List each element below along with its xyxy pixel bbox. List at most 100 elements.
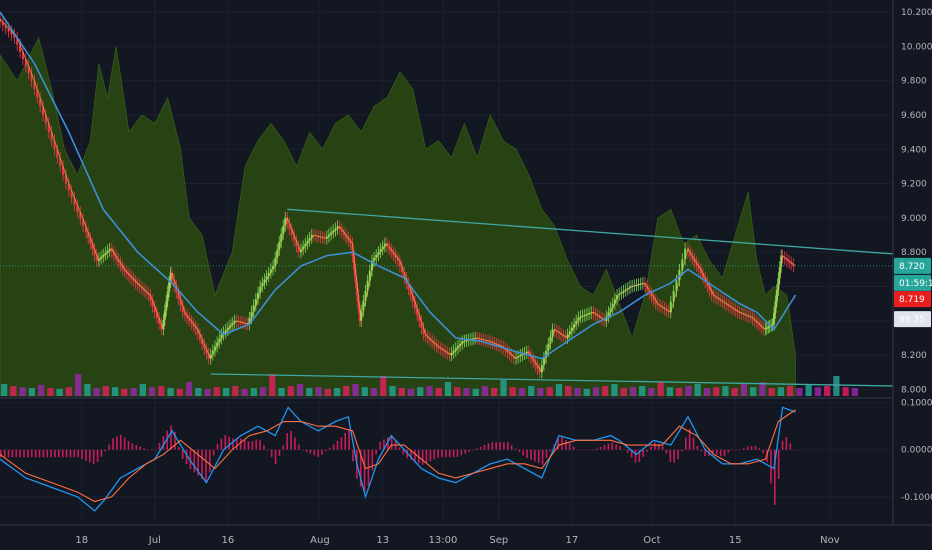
macd-histogram-bar xyxy=(781,440,784,450)
macd-histogram-bar xyxy=(58,449,60,458)
candle-body xyxy=(321,237,324,239)
macd-histogram-bar xyxy=(282,445,285,450)
time-tick-label-6: Sep xyxy=(489,535,508,546)
macd-histogram-bar xyxy=(236,438,238,450)
macd-histogram-bar xyxy=(348,429,350,450)
macd-histogram-bar xyxy=(224,435,227,450)
candle-body xyxy=(777,278,780,290)
macd-histogram-bar xyxy=(305,449,308,452)
price-tags: 8.720 01:59:13 8.719 88.35 xyxy=(894,257,932,328)
macd-histogram-bar xyxy=(170,425,172,450)
candle-body xyxy=(721,300,724,303)
candle-body xyxy=(310,235,313,238)
volume-bar xyxy=(1,384,8,396)
macd-histogram-bar xyxy=(34,449,37,458)
candle-body xyxy=(482,339,485,341)
macd-histogram-bar xyxy=(445,449,447,458)
candle-body xyxy=(290,229,293,236)
time-tick-label-9: 15 xyxy=(729,535,742,546)
candle-body xyxy=(59,157,62,167)
macd-histogram-bar xyxy=(704,449,706,457)
candle-body xyxy=(370,260,373,271)
candle-body xyxy=(222,332,225,335)
volume-bar xyxy=(333,388,341,396)
macd-histogram-bar xyxy=(390,434,393,450)
candle-body xyxy=(663,307,666,310)
time-tick-label-8: Oct xyxy=(643,535,660,546)
candle-body xyxy=(785,259,788,261)
volume-bar xyxy=(139,384,146,396)
macd-histogram-bar xyxy=(669,449,672,462)
candle-body xyxy=(774,301,777,313)
last-price-tag: 8.720 xyxy=(899,262,925,272)
candle-body xyxy=(216,342,219,347)
candle-body xyxy=(693,259,696,263)
candle-body xyxy=(181,305,184,313)
candle-body xyxy=(93,249,96,256)
candle-body xyxy=(233,320,236,324)
candle-body xyxy=(145,291,148,294)
time-axis[interactable]: 18 Jul 16 Aug 13 13:00 Sep 17 Oct 15 Nov xyxy=(75,535,839,546)
macd-histogram-bar xyxy=(108,444,110,450)
macd-histogram-bar xyxy=(321,449,323,455)
macd-histogram-bar xyxy=(743,448,745,450)
candle-body xyxy=(190,320,193,324)
candle-body xyxy=(454,348,457,351)
candle-body xyxy=(560,333,563,336)
macd-histogram-bar xyxy=(239,438,242,450)
candle-body xyxy=(508,352,511,355)
macd-histogram-bar xyxy=(232,438,234,450)
candle-body xyxy=(687,248,689,253)
candle-body xyxy=(42,106,44,115)
candle-body xyxy=(760,325,763,328)
macd-histogram-bar xyxy=(205,449,207,483)
candle-body xyxy=(4,25,7,29)
candle-body xyxy=(607,312,610,317)
candle-body xyxy=(504,348,507,351)
macd-histogram-bar xyxy=(441,449,443,458)
trendline-0[interactable] xyxy=(287,208,894,255)
price-pane[interactable] xyxy=(0,11,894,397)
macd-histogram-bar xyxy=(638,449,641,462)
candle-body xyxy=(461,341,464,344)
candle-body xyxy=(136,283,139,286)
candle-body xyxy=(100,256,103,259)
macd-histogram-bar xyxy=(208,449,211,473)
volume-bar xyxy=(28,388,35,396)
candle-body xyxy=(497,344,500,346)
candle-body xyxy=(416,308,419,315)
volume-bar xyxy=(528,386,535,396)
candle-body xyxy=(379,249,382,253)
candle-body xyxy=(456,345,459,349)
volume-bar xyxy=(352,384,359,396)
candle-body xyxy=(194,326,197,330)
macd-histogram-bar xyxy=(739,449,741,451)
volume-bar xyxy=(740,384,748,396)
trendline-1[interactable] xyxy=(210,373,894,387)
candle-body xyxy=(730,306,732,308)
candle-body xyxy=(568,331,571,335)
volume-bar xyxy=(592,387,600,396)
volume-bar xyxy=(731,388,738,396)
macd-histogram-bar xyxy=(42,449,45,458)
time-tick-label-4: 13 xyxy=(376,535,389,546)
candle-body xyxy=(82,219,85,227)
volume-bar xyxy=(167,388,174,396)
candle-body xyxy=(512,356,515,359)
macd-histogram-bar xyxy=(719,449,722,457)
macd-histogram-bar xyxy=(19,449,21,458)
macd-histogram-bar xyxy=(100,449,103,457)
volume-bar xyxy=(370,388,378,396)
candle-body xyxy=(564,336,567,338)
macd-histogram-bar xyxy=(328,447,331,450)
candle-body xyxy=(207,353,210,359)
macd-histogram-bar xyxy=(147,449,149,451)
macd-histogram-bar xyxy=(727,449,730,453)
macd-pane[interactable] xyxy=(0,406,796,512)
candle-body xyxy=(163,310,166,320)
candle-body xyxy=(562,335,565,337)
candle-body xyxy=(740,313,743,315)
candle-body xyxy=(104,252,107,255)
volume-bar xyxy=(185,382,193,396)
candle-body xyxy=(250,311,253,318)
